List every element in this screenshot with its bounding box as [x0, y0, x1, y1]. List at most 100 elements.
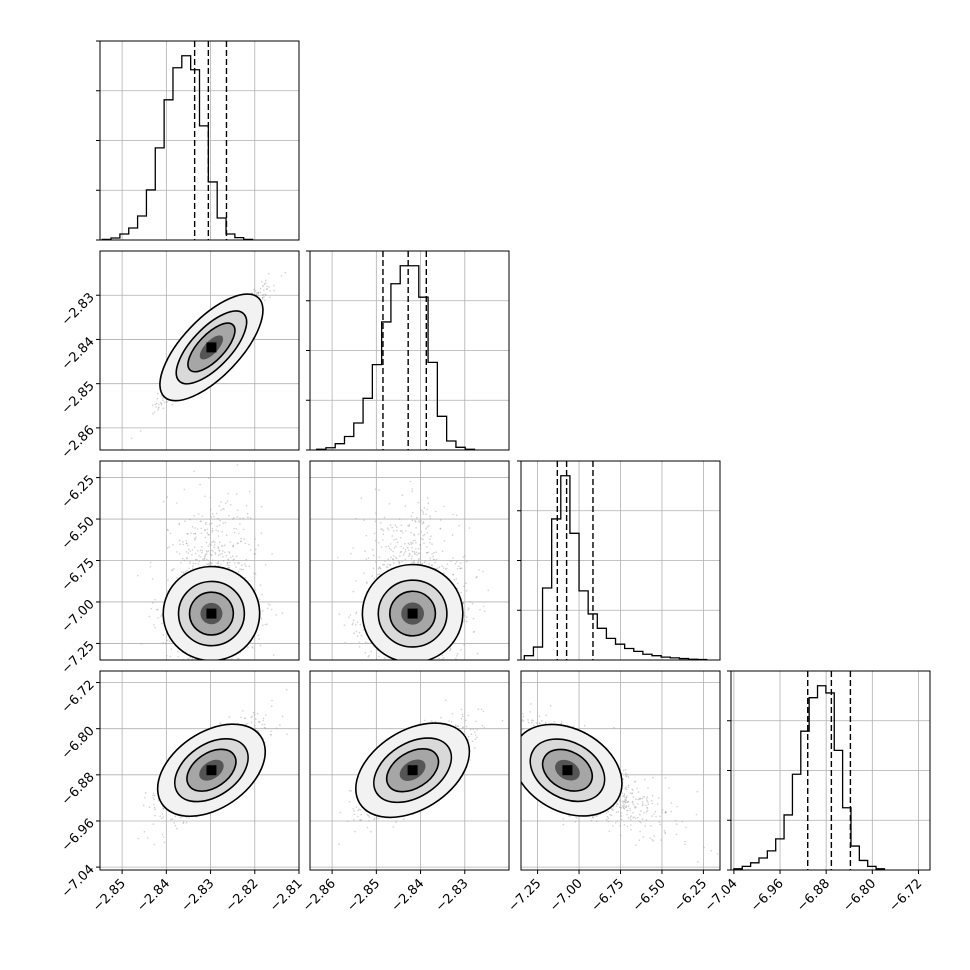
- scatter-point: [221, 550, 224, 552]
- histogram-frame-3: [730, 670, 931, 871]
- scatter-point: [216, 525, 218, 528]
- scatter-point: [240, 540, 242, 543]
- scatter-point: [258, 598, 261, 600]
- scatter-point: [218, 505, 221, 507]
- scatter-point: [157, 407, 160, 409]
- scatter-point: [173, 568, 175, 570]
- scatter-point: [219, 553, 221, 556]
- scatter-point: [189, 656, 192, 659]
- scatter-point: [237, 562, 239, 564]
- scatter-point: [207, 562, 210, 565]
- histogram-panel-1: [306, 250, 510, 451]
- scatter-point: [221, 545, 224, 547]
- scatter-point: [153, 411, 156, 413]
- scatter-point: [160, 404, 163, 406]
- scatter-point: [194, 532, 197, 535]
- scatter-point: [398, 561, 401, 564]
- scatter-point: [262, 624, 264, 627]
- scatter-point: [187, 533, 189, 535]
- scatter-point: [186, 557, 188, 560]
- scatter-point: [203, 555, 206, 558]
- scatter-point: [435, 551, 438, 553]
- density-layer: [137, 464, 284, 660]
- scatter-point: [374, 488, 377, 491]
- scatter-point: [246, 512, 249, 515]
- scatter-point: [194, 552, 197, 555]
- scatter-point: [217, 547, 220, 549]
- scatter-point: [184, 570, 187, 573]
- scatter-point: [235, 555, 238, 558]
- scatter-point: [355, 630, 358, 633]
- scatter-point: [410, 531, 412, 534]
- scatter-point: [224, 551, 226, 554]
- scatter-point: [232, 555, 234, 557]
- scatter-point: [231, 658, 233, 660]
- scatter-point: [248, 565, 251, 568]
- scatter-point: [193, 470, 195, 473]
- scatter-point: [176, 502, 178, 504]
- scatter-point: [204, 523, 207, 526]
- scatter-point: [189, 550, 192, 552]
- scatter-point: [261, 294, 264, 296]
- scatter-point: [190, 532, 192, 534]
- scatter-point: [209, 561, 211, 564]
- scatter-point: [248, 543, 250, 546]
- scatter-point: [427, 502, 430, 505]
- scatter-point: [209, 523, 211, 525]
- scatter-point: [211, 559, 214, 561]
- scatter-point: [151, 578, 154, 580]
- scatter-point: [253, 288, 255, 291]
- scatter-point: [198, 560, 201, 563]
- scatter-point: [225, 502, 227, 505]
- scatter-point: [218, 541, 221, 543]
- scatter-point: [191, 554, 193, 556]
- scatter-point: [244, 576, 247, 579]
- scatter-point: [266, 288, 268, 290]
- scatter-point: [197, 513, 200, 515]
- scatter-point: [268, 286, 270, 288]
- scatter-point: [262, 294, 265, 296]
- scatter-point: [259, 644, 262, 647]
- scatter-point: [263, 283, 266, 286]
- scatter-point: [185, 540, 187, 542]
- scatter-point: [260, 532, 263, 534]
- scatter-point: [242, 528, 245, 531]
- scatter-point: [257, 292, 260, 295]
- scatter-point: [476, 652, 479, 655]
- scatter-point: [228, 552, 231, 554]
- scatter-point: [200, 527, 202, 530]
- scatter-point: [366, 582, 368, 584]
- scatter-point: [194, 533, 197, 535]
- scatter-point: [211, 562, 213, 564]
- scatter-point: [189, 518, 191, 521]
- scatter-point: [166, 590, 169, 592]
- scatter-point: [228, 514, 230, 517]
- scatter-point: [187, 552, 190, 554]
- scatter-point: [170, 648, 173, 650]
- scatter-point: [161, 397, 164, 400]
- scatter-point: [234, 531, 236, 534]
- scatter-point: [259, 291, 262, 294]
- scatter-point: [166, 401, 169, 403]
- scatter-point: [185, 551, 188, 553]
- scatter-point: [220, 501, 222, 503]
- scatter-point: [244, 563, 246, 565]
- scatter-point: [235, 493, 238, 495]
- scatter-point: [162, 407, 165, 410]
- scatter-point: [251, 646, 253, 648]
- scatter-point: [418, 521, 421, 523]
- pair-frame-1-0: [99, 250, 300, 451]
- scatter-point: [212, 550, 214, 552]
- scatter-point: [355, 517, 357, 520]
- scatter-point: [210, 544, 212, 546]
- scatter-point: [266, 285, 268, 288]
- scatter-point: [162, 500, 165, 503]
- scatter-point: [254, 573, 257, 575]
- scatter-point: [413, 550, 415, 553]
- scatter-point: [269, 296, 271, 299]
- scatter-point: [148, 615, 151, 618]
- scatter-point: [205, 553, 207, 555]
- scatter-point: [262, 285, 264, 288]
- scatter-point: [270, 608, 273, 611]
- scatter-point: [228, 564, 230, 567]
